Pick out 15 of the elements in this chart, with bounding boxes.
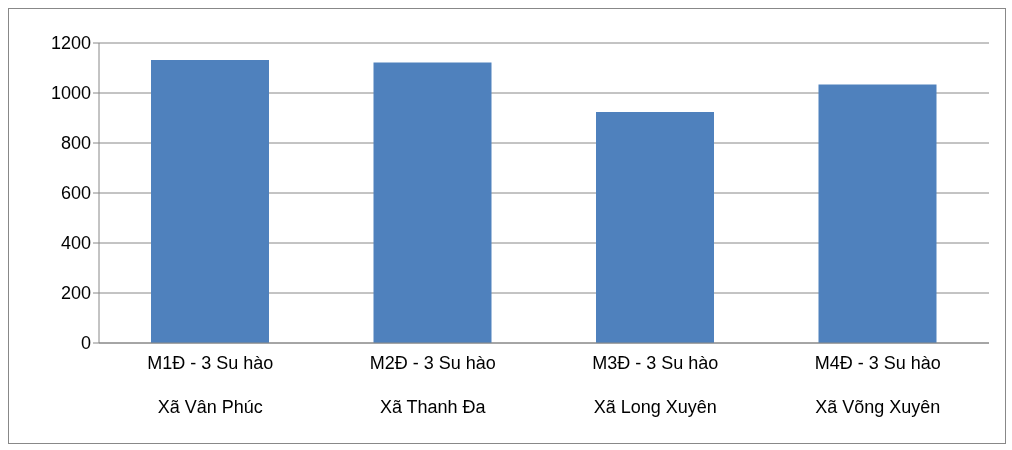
y-tick-label: 400	[60, 233, 91, 254]
y-tick-label: 200	[60, 283, 91, 304]
category-label: M1Đ - 3 Su hào Xã Vân Phúc	[147, 353, 274, 417]
y-tick-label: 0	[80, 333, 91, 354]
y-tick-label: 1000	[50, 83, 91, 104]
bar	[151, 60, 269, 343]
category-label: M3Đ - 3 Su hào Xã Long Xuyên	[592, 353, 719, 417]
bar	[373, 62, 492, 343]
y-tick-label: 800	[60, 133, 91, 154]
category-label: M4Đ - 3 Su hào Xã Võng Xuyên	[814, 353, 941, 417]
bar	[596, 112, 714, 343]
y-tick-label: 1200	[50, 33, 91, 54]
category-label: M2Đ - 3 Su hào Xã Thanh Đa	[369, 353, 496, 417]
y-tick-label: 600	[60, 183, 91, 204]
bar	[818, 84, 937, 343]
